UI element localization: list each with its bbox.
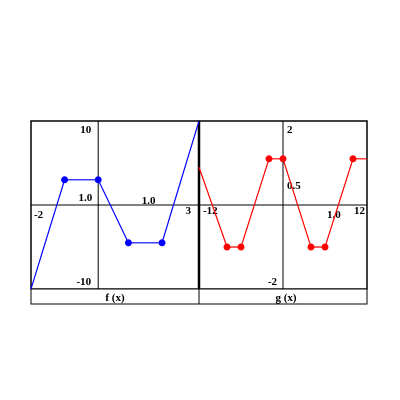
x-tick-mid: 1.0 <box>142 195 156 207</box>
series-line <box>30 120 200 290</box>
plot-f: 10 1.0 -10 -2 1.0 3 <box>30 120 200 290</box>
y-tick-mid: 1.0 <box>78 192 92 204</box>
y-tick-max: 10 <box>80 124 92 136</box>
data-point <box>158 239 166 247</box>
data-point <box>279 155 287 163</box>
data-point <box>265 155 273 163</box>
x-tick-min: -12 <box>203 205 218 217</box>
data-point <box>223 243 231 251</box>
data-point <box>307 243 315 251</box>
x-tick-max: 12 <box>354 205 366 217</box>
y-tick-max: 2 <box>287 124 293 136</box>
y-tick-mid: 0.5 <box>287 180 301 192</box>
left-caption: f (x) <box>105 292 125 304</box>
x-tick-mid: 1.0 <box>327 209 341 221</box>
data-point <box>237 243 245 251</box>
y-tick-min: -10 <box>77 276 92 288</box>
y-tick-min: -2 <box>268 276 278 288</box>
x-tick-min: -2 <box>34 209 44 221</box>
data-point <box>124 239 132 247</box>
data-point <box>94 176 102 184</box>
right-caption: g (x) <box>275 292 296 304</box>
data-point <box>321 243 329 251</box>
x-tick-max: 3 <box>186 205 192 217</box>
data-point <box>349 155 357 163</box>
data-point <box>61 176 69 184</box>
plot-g: 2 0.5 -2 -12 1.0 12 <box>198 121 367 289</box>
